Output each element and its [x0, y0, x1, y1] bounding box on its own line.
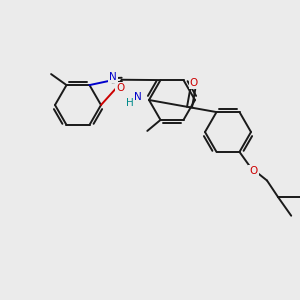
Text: N: N: [134, 92, 142, 102]
Text: N: N: [109, 72, 117, 82]
Text: O: O: [249, 166, 258, 176]
Text: O: O: [116, 83, 124, 93]
Text: O: O: [190, 78, 198, 88]
Text: H: H: [126, 98, 134, 108]
